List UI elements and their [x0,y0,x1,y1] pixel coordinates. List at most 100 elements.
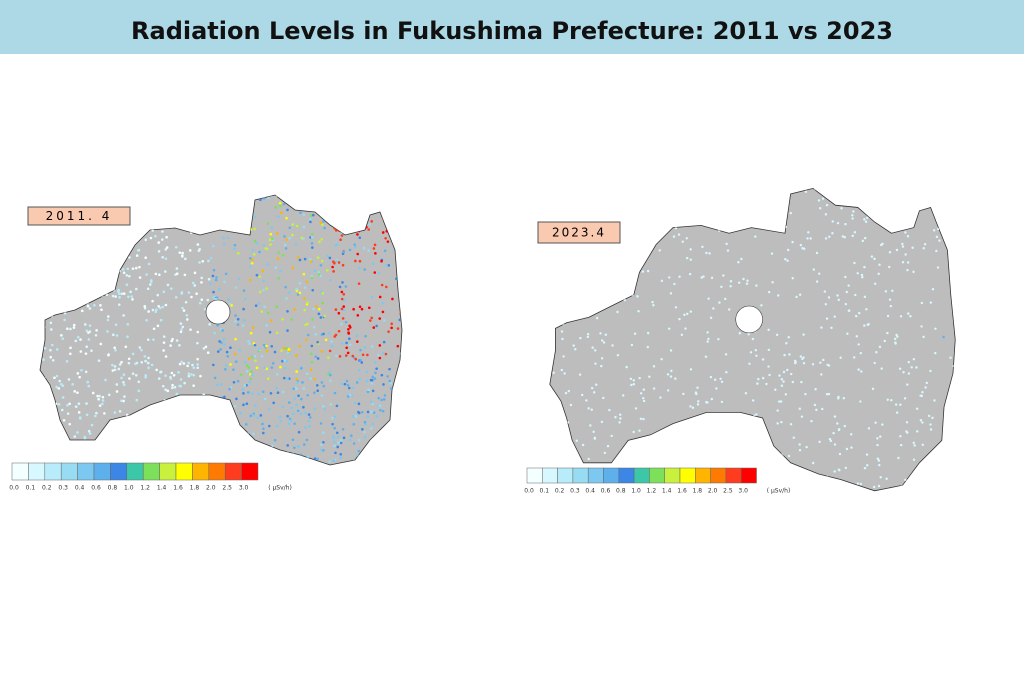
dot [40,400,42,403]
dot [341,205,344,208]
dot [942,198,945,202]
dot [93,303,96,307]
dot [196,341,199,345]
dot [381,409,385,413]
dot [863,236,867,240]
dot [589,200,593,204]
legend-label: 1.6 [677,488,687,495]
dot [76,225,79,229]
dot [909,219,913,223]
dot [205,203,209,206]
dot [322,332,325,336]
dot [55,286,59,290]
dot [375,414,379,418]
dot [713,378,717,382]
dot [135,398,139,402]
dot [276,215,280,219]
dot [249,278,252,282]
dot [257,347,261,351]
dot [814,473,818,477]
dot [194,449,197,452]
dot [677,233,681,236]
dot [827,392,831,396]
dot [646,230,650,234]
dot [564,391,568,395]
dot [189,405,193,409]
dot [912,458,916,461]
dot [851,217,854,220]
dot [593,215,596,218]
dot [620,225,624,229]
dot [886,314,890,318]
dot [248,256,252,260]
dot [397,447,400,451]
dot [309,258,312,261]
dot [360,361,364,364]
dot [585,310,588,313]
dot [710,397,714,401]
dot [186,195,190,198]
dot [99,448,102,452]
dot [372,457,376,461]
dot [125,274,129,277]
dot [292,412,295,415]
dot [275,331,279,335]
dot [303,308,306,312]
dot [861,239,865,243]
dot [178,362,182,366]
dot [147,262,151,266]
dot [281,405,285,409]
dot [276,232,279,235]
dot [335,259,338,263]
dot [895,333,898,337]
dot [87,429,91,433]
dot [152,327,156,331]
dot [814,388,817,391]
dot [726,249,730,252]
date-label: 2023.4 [552,226,606,240]
dot [55,264,59,268]
dot [144,374,148,377]
dot [260,310,263,313]
dot [342,308,346,312]
dot [317,312,321,316]
dot [686,312,689,316]
dot [267,196,270,200]
dot [754,348,758,352]
dot [389,387,393,390]
dot [678,275,681,278]
dot [295,287,298,291]
dot [340,382,344,385]
dot [268,330,272,334]
dot [695,222,699,226]
legend-swatch [526,467,543,484]
dot [156,293,160,297]
dot [191,281,195,285]
dot [384,221,388,225]
dot [291,223,294,226]
dot [114,323,118,327]
dot [289,419,293,422]
dot [156,324,160,328]
dot [319,263,323,267]
dot [682,463,685,467]
dot [579,279,583,283]
dot [747,333,751,336]
dot [44,284,48,288]
dot [268,424,271,428]
dot [276,373,279,376]
dot [55,374,59,378]
dot [169,206,173,210]
dot [919,394,922,397]
dot [367,249,370,252]
dot [603,451,607,455]
dot [291,456,294,460]
dot [119,242,122,245]
dot [262,454,265,457]
dot [851,234,854,238]
dot [831,220,835,223]
dot [666,389,670,392]
dot [57,195,61,197]
dot [560,330,564,333]
dot [140,421,144,425]
